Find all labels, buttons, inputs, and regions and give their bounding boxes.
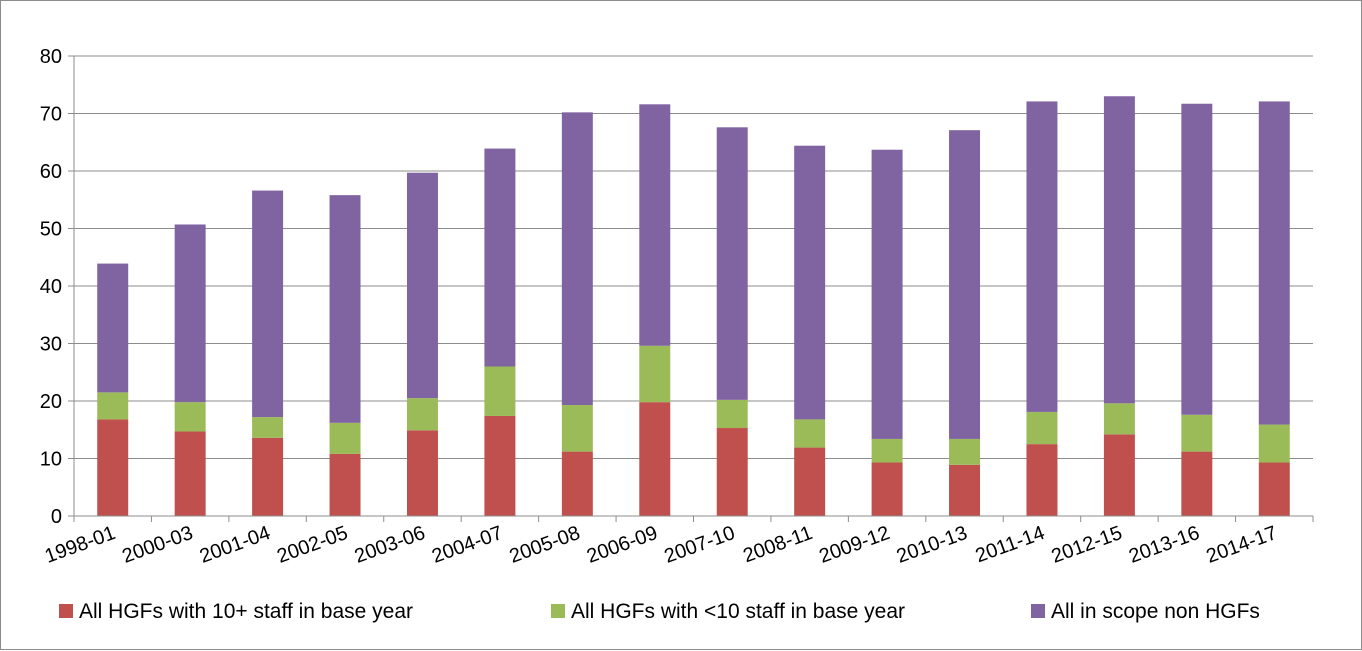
bar-segment-series-3 (1026, 101, 1058, 412)
x-tick-label: 2008-11 (740, 522, 815, 567)
x-tick-label: 2014-17 (1203, 522, 1280, 568)
bar-segment-series-2 (794, 419, 826, 448)
bar-segment-series-2 (484, 366, 516, 416)
x-tick-label: 2003-06 (352, 522, 429, 568)
bar-segment-series-1 (329, 453, 361, 516)
x-tick-label: 2000-03 (119, 522, 196, 568)
bar-segment-series-1 (484, 415, 516, 516)
legend: All HGFs with 10+ staff in base year All … (59, 600, 1260, 623)
y-tick-label: 80 (40, 46, 62, 68)
bar-segment-series-3 (252, 190, 284, 418)
axes (68, 55, 1314, 522)
bar-segment-series-1 (252, 437, 284, 516)
bar-segment-series-1 (406, 430, 438, 516)
bar-segment-series-2 (97, 392, 129, 420)
bar-segment-series-1 (174, 431, 206, 516)
y-tick-label: 20 (40, 391, 62, 413)
bar-segment-series-3 (716, 127, 748, 400)
x-tick-label: 2009-12 (816, 522, 893, 568)
x-tick-label: 2005-08 (507, 522, 584, 568)
bars (97, 96, 1290, 516)
x-tick-label: 2010-13 (894, 522, 971, 568)
bar-segment-series-1 (97, 419, 129, 516)
bar-segment-series-2 (174, 402, 206, 432)
bar-segment-series-1 (561, 451, 593, 516)
bar-segment-series-2 (1258, 424, 1290, 463)
legend-label: All HGFs with <10 staff in base year (571, 600, 905, 623)
x-tick-label: 2001-04 (197, 522, 274, 568)
bar-segment-series-3 (639, 104, 671, 346)
bar-segment-series-1 (949, 464, 981, 516)
y-tick-label: 0 (51, 506, 62, 528)
bar-segment-series-2 (716, 399, 748, 429)
bar-segment-series-2 (329, 422, 361, 454)
x-tick-label: 2002-05 (274, 522, 351, 568)
bar-segment-series-3 (174, 224, 206, 403)
y-tick-label: 50 (40, 219, 62, 241)
y-tick-label: 60 (40, 161, 62, 183)
x-tick-labels: 1998-01 2000-03 2001-04 2002-05 2003-06 2004-… (42, 522, 1280, 568)
bar-segment-series-1 (1258, 462, 1290, 516)
x-tick-label: 2007-10 (661, 522, 738, 568)
y-tick-label: 70 (40, 104, 62, 126)
legend-label: All in scope non HGFs (1051, 600, 1260, 623)
bar-segment-series-2 (949, 438, 981, 465)
bar-segment-series-3 (484, 148, 516, 367)
bar-segment-series-1 (1103, 434, 1135, 516)
bar-segment-series-1 (1181, 451, 1213, 516)
bar-segment-series-2 (252, 417, 284, 438)
y-tick-labels: 0 10 20 30 40 50 60 70 80 (40, 46, 62, 528)
x-tick-label: 2006-09 (584, 522, 661, 568)
legend-label: All HGFs with 10+ staff in base year (79, 600, 413, 623)
bar-segment-series-3 (329, 195, 361, 423)
x-tick-label: 1998-01 (42, 522, 119, 568)
y-tick-label: 10 (40, 449, 62, 471)
bar-segment-series-2 (1026, 411, 1058, 445)
bar-segment-series-1 (794, 447, 826, 516)
bar-segment-series-1 (871, 462, 903, 516)
bar-segment-series-1 (1026, 444, 1058, 516)
x-tick-label: 2013-16 (1126, 522, 1203, 568)
bar-segment-series-2 (871, 438, 903, 463)
bar-segment-series-3 (1258, 101, 1290, 425)
bar-segment-series-1 (716, 428, 748, 516)
y-tick-label: 40 (40, 276, 62, 298)
x-tick-label: 2011-14 (973, 522, 1048, 567)
bar-segment-series-2 (561, 405, 593, 452)
bar-segment-series-3 (97, 263, 129, 393)
y-tick-label: 30 (40, 334, 62, 356)
bar-segment-series-3 (561, 112, 593, 406)
bar-segment-series-2 (1103, 403, 1135, 435)
bar-segment-series-3 (794, 145, 826, 420)
legend-swatch (1031, 604, 1045, 618)
bar-segment-series-3 (1103, 96, 1135, 404)
bar-segment-series-2 (639, 345, 671, 403)
legend-swatch (551, 604, 565, 618)
bar-segment-series-2 (1181, 414, 1213, 452)
x-tick-label: 2012-15 (1049, 522, 1126, 568)
x-tick-label: 2004-07 (429, 522, 506, 568)
bar-segment-series-3 (1181, 103, 1213, 415)
bar-segment-series-2 (406, 398, 438, 431)
bar-segment-series-1 (639, 402, 671, 516)
bar-segment-series-3 (871, 149, 903, 439)
legend-swatch (59, 604, 73, 618)
bar-segment-series-3 (406, 172, 438, 399)
bar-segment-series-3 (949, 130, 981, 439)
